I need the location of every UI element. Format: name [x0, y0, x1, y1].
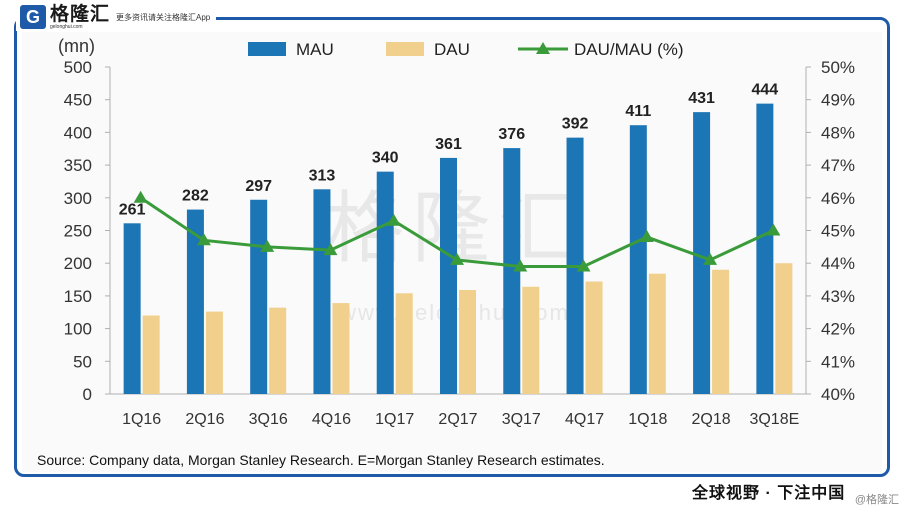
mau-bar [756, 103, 774, 395]
ratio-point [323, 243, 338, 256]
mau-bar [376, 171, 394, 394]
ratio-point [450, 252, 464, 265]
ratio-point [576, 259, 591, 272]
legend-dau-swatch [386, 42, 424, 56]
mau-bar [250, 199, 268, 394]
mau-data-label: 297 [245, 178, 272, 195]
x-tick-label: 2Q16 [185, 411, 224, 428]
dau-bar [585, 281, 603, 394]
mau-data-label: 340 [372, 150, 399, 167]
x-tick-label: 1Q16 [122, 411, 161, 428]
mau-bar [503, 148, 521, 394]
y-tick-label: 200 [64, 254, 92, 273]
mau-data-label: 313 [309, 167, 336, 184]
ratio-point [639, 230, 654, 243]
dau-bar [712, 269, 730, 394]
y-tick-label: 350 [64, 156, 92, 175]
mau-data-label: 431 [688, 90, 715, 107]
y2-tick-label: 44% [821, 254, 855, 273]
y-tick-label: 450 [64, 91, 92, 110]
x-tick-label: 1Q18 [628, 411, 667, 428]
mau-bar [313, 189, 331, 394]
source-note: Source: Company data, Morgan Stanley Res… [37, 452, 605, 468]
corner-watermark: @格隆汇 [854, 494, 899, 506]
mau-data-label: 411 [625, 103, 651, 120]
legend-mau-swatch [248, 42, 286, 56]
y-tick-label: 300 [64, 189, 92, 208]
y2-tick-label: 45% [821, 222, 855, 241]
y2-tick-label: 49% [821, 91, 855, 110]
mau-data-label: 261 [119, 201, 146, 218]
x-tick-label: 2Q18 [692, 411, 731, 428]
dau-bar [332, 303, 350, 394]
ratio-point [513, 259, 528, 272]
mau-data-label: 392 [562, 116, 589, 133]
dau-bar [775, 263, 793, 394]
y-tick-label: 50 [73, 352, 92, 371]
y-tick-label: 0 [83, 385, 92, 404]
chart-frame [14, 17, 890, 477]
y2-tick-label: 40% [821, 385, 855, 404]
x-tick-label: 3Q16 [249, 411, 288, 428]
y2-tick-label: 50% [821, 58, 855, 77]
dau-bar [459, 290, 476, 394]
dau-bar [395, 293, 413, 394]
mau-bar [629, 125, 647, 395]
mau-bar [693, 112, 711, 394]
dau-bar [522, 286, 540, 394]
y2-tick-label: 48% [821, 123, 855, 142]
x-tick-label: 4Q16 [312, 411, 351, 428]
y-tick-label: 250 [64, 222, 92, 241]
y-tick-label: 500 [64, 58, 92, 77]
ratio-point [260, 239, 275, 252]
ratio-point [766, 223, 781, 236]
legend-ratio-marker [536, 42, 550, 54]
mau-bar [186, 209, 204, 394]
y2-tick-label: 47% [821, 156, 855, 175]
y2-tick-label: 43% [821, 287, 855, 306]
logo-name: 格隆汇 [50, 3, 111, 25]
legend-dau-label: DAU [434, 40, 470, 59]
y2-tick-label: 42% [821, 320, 855, 339]
x-tick-label: 4Q17 [565, 411, 604, 428]
mau-data-label: 376 [498, 126, 525, 143]
x-tick-label: 1Q17 [375, 411, 414, 428]
y2-tick-label: 46% [821, 189, 855, 208]
ratio-point [386, 213, 401, 226]
ratio-point [703, 252, 718, 265]
dau-bar [648, 273, 666, 394]
dau-bar [142, 315, 160, 394]
x-tick-label: 3Q18E [749, 411, 799, 428]
y-tick-label: 100 [64, 320, 92, 339]
y-tick-label: 400 [64, 123, 92, 142]
ratio-point [133, 190, 148, 203]
brand-logo: G 格隆汇 gelonghui.com 更多资讯请关注格隆汇App [16, 3, 217, 31]
mau-data-label: 361 [435, 136, 462, 153]
ratio-point [196, 233, 211, 246]
y2-tick-label: 41% [821, 352, 855, 371]
y-unit-label: (mn) [58, 36, 95, 56]
legend-ratio-label: DAU/MAU (%) [574, 40, 684, 59]
bottom-banner: 全球视野 · 下注中国 [692, 485, 846, 502]
x-tick-label: 2Q17 [438, 411, 477, 428]
mau-bar [123, 223, 141, 394]
legend-mau-label: MAU [296, 40, 334, 59]
logo-url: gelonghui.com [50, 23, 83, 30]
dau-bar [205, 311, 223, 394]
mau-data-label: 282 [182, 188, 209, 205]
dau-bar [269, 307, 287, 394]
mau-data-label: 444 [752, 82, 779, 99]
x-tick-label: 3Q17 [502, 411, 541, 428]
mau-bar [440, 157, 457, 394]
y-tick-label: 150 [64, 287, 92, 306]
logo-g-icon: G [20, 5, 46, 29]
logo-slogan: 更多资讯请关注格隆汇App [116, 12, 211, 22]
